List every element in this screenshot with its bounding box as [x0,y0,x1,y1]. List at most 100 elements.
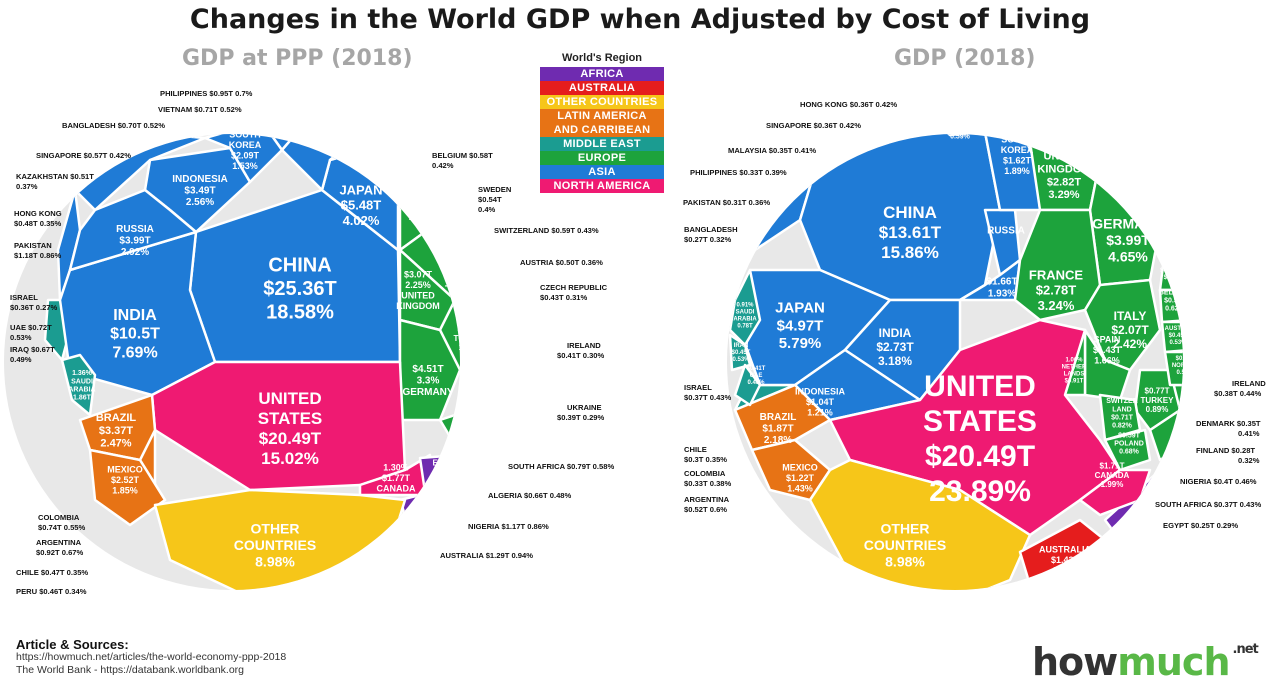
logo-text-much: much [1117,640,1230,684]
legend-item: OTHER COUNTRIES [540,95,664,109]
country-label: MEXICO $1.22T 1.43% [782,463,818,494]
treemap-ppp: CHINA $25.36T 18.58% INDIA $10.5T 7.69% JAPAN $… [4,89,614,596]
logo-text-net: .net [1232,642,1259,657]
country-cell[interactable] [728,333,752,372]
country-label: JAPAN $4.97T 5.79% [775,300,825,352]
external-country-label: CZECH REPUBLIC [540,283,608,292]
country-cell[interactable] [78,393,157,462]
external-country-label: PAKISTAN $0.31T 0.36% [683,198,770,207]
country-label: UNITED STATES $20.49T 15.02% [258,389,323,468]
country-label: $2.37T TURKEY 1.74% [454,324,488,352]
country-label: $1.66T 1.93% [986,277,1017,300]
external-country-label: $0.74T 0.55% [38,523,86,532]
country-label: $4.51T 3.3% GERMANY [402,364,453,398]
country-label: INDIA $2.73T 3.18% [876,326,914,368]
country-label: MALAYSIA 0.73% $1T [344,124,380,147]
external-country-label: $0.36T 0.27% [10,303,58,312]
external-country-label: PERU $0.46T 0.34% [16,587,87,596]
country-label: FRANCE $2.78T 3.24% [1029,267,1083,312]
legend-item: AUSTRALIA [540,81,664,95]
country-cell[interactable] [505,370,525,440]
external-country-label: MALAYSIA $0.35T 0.41% [728,146,816,155]
country-cell[interactable] [728,268,762,347]
external-country-label: $0.38T 0.44% [1214,389,1262,398]
country-label: AUSTRALIA $1.43T 1.67% [1039,545,1091,576]
external-country-label: $1.18T 0.86% [14,251,62,260]
country-cell[interactable] [1163,350,1200,387]
country-cell[interactable] [68,188,198,272]
external-country-label: $0.48T 0.35% [14,219,62,228]
country-cell[interactable] [1103,428,1152,472]
country-label: THAILAND $0.50T 0.59% [942,117,978,140]
country-cell[interactable] [88,448,167,527]
country-cell[interactable] [1118,528,1147,562]
external-country-label: ALGERIA $0.66T 0.48% [488,491,572,500]
legend-item: NORTH AMERICA [540,179,664,193]
external-country-label: AUSTRIA $0.50T 0.36% [520,258,603,267]
country-cell[interactable] [60,353,97,417]
external-country-label: IRELAND [1232,379,1266,388]
country-label: SOUTH KOREA $2.09T 1.53% [229,129,262,171]
country-label: RUSSIA $3.99T 2.92% [116,224,154,258]
external-country-label: $0.43T 0.31% [540,293,588,302]
country-label: BRAZIL $3.37T 2.47% [96,412,137,450]
country-label: GERMANY $3.99T 4.65% [1092,216,1164,265]
country-label: $1.32T 0.97% THAI LAND [314,120,337,152]
external-country-label: UKRAINE [567,403,602,412]
source-line[interactable]: The World Bank - https://databank.worldb… [16,664,245,676]
country-label: 1.30% $1.77T CANADA [377,463,416,494]
external-country-label: $0.92T 0.67% [36,548,84,557]
external-country-label: 0.37% [16,182,38,191]
external-country-label: HONG KONG $0.36T 0.42% [800,100,897,109]
external-country-label: UAE $0.72T [10,323,52,332]
external-country-label: SOUTH AFRICA $0.37T 0.43% [1155,500,1261,509]
country-label: SPAIN $1.43T 1.66% [1093,335,1122,366]
country-cell[interactable] [1078,468,1152,517]
chart-title: Changes in the World GDP when Adjusted b… [189,4,1091,35]
country-label: OTHER COUNTRIES 8.98% [234,521,316,570]
country-label: $1.71T CANADA 1.99% [1095,461,1130,489]
country-cell[interactable] [1013,208,1102,322]
country-label: CHINA $13.61T 15.86% [879,203,942,262]
country-cell[interactable] [393,518,432,572]
external-country-label: DENMARK $0.35T [1196,419,1261,428]
country-label: INDIA $10.5T 7.69% [110,307,160,361]
country-label: BELGIUM $0.53T 0.62% [1159,289,1191,312]
country-label: 0.64% SWEDEN $0.55T [1160,261,1186,281]
country-cell[interactable] [733,363,762,407]
external-country-label: $0.54T [478,195,502,204]
external-country-label: $0.39T 0.29% [557,413,605,422]
external-country-label: SINGAPORE $0.57T 0.42% [36,151,131,160]
howmuch-logo[interactable]: howmuch .net [1032,640,1259,684]
country-label: $0.41T UAE 0.48% [747,366,766,386]
external-country-label: 0.42% [432,161,454,170]
source-line[interactable]: https://howmuch.net/articles/the-world-e… [16,651,287,663]
legend-item: MIDDLE EAST [540,137,664,151]
external-country-label: ARGENTINA [36,538,82,547]
external-country-label: NIGERIA $0.4T 0.46% [1180,477,1257,486]
external-country-label: 0.49% [10,355,32,364]
external-country-label: AUSTRALIA $1.29T 0.94% [440,551,533,560]
country-cell[interactable] [203,122,284,184]
legend-item: ASIA [540,165,664,179]
external-country-label: FINLAND $0.28T [1196,446,1255,455]
country-label: SWITZER LAND $0.71T 0.82% [1106,398,1138,430]
country-label: ITALY $2.54T 1.86% [443,252,478,290]
external-country-label: 0.4% [478,205,496,214]
country-label: IRAN $0.45T 0.53% [732,343,751,363]
country-label: UNITED STATES $20.49T 23.89% [923,370,1037,508]
external-country-label: 0.53% [10,333,32,342]
country-cell[interactable] [733,383,832,452]
external-country-label: CHILE [684,445,707,454]
country-label: FRANCE $3.07T 2.25% [402,189,444,223]
external-country-label: $0.41T 0.30% [557,351,605,360]
external-country-label: PHILIPPINES $0.33T 0.39% [690,168,787,177]
external-country-label: $0.52T 0.6% [684,505,727,514]
country-cell[interactable] [490,240,520,300]
external-country-label: SWITZERLAND $0.59T 0.43% [494,226,599,235]
sources: Article & Sources: https://howmuch.net/a… [16,638,286,677]
external-country-label: SINGAPORE $0.36T 0.42% [766,121,861,130]
external-country-label: ISRAEL [684,383,712,392]
external-country-label: SWEDEN [478,185,511,194]
country-label: 0.91% SAUDI ARABIA 0.78T [733,303,757,330]
